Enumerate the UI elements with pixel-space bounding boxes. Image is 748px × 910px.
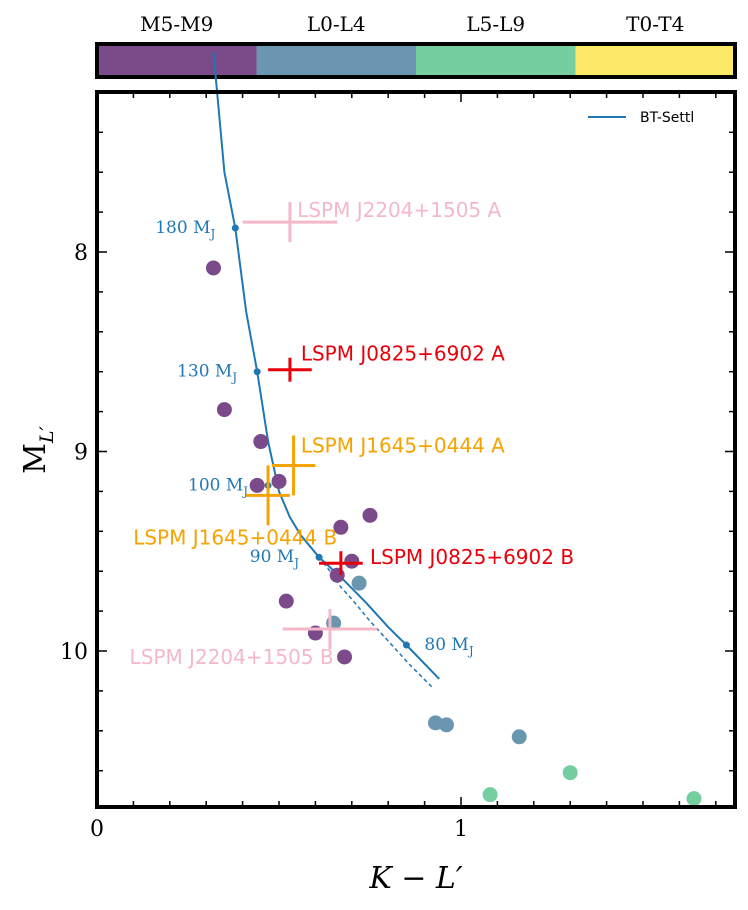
legend-label-bt-settl: BT-Settl — [640, 110, 694, 126]
field-object-m5-m9 — [205, 260, 221, 276]
field-object-m5-m9 — [271, 473, 287, 489]
x-tick-label: 0 — [90, 817, 104, 842]
target-label: LSPM J0825+6902 A — [301, 342, 505, 366]
legend: BT-Settl — [588, 110, 694, 126]
target-label: LSPM J1645+0444 A — [301, 434, 505, 458]
field-object-m5-m9 — [362, 507, 378, 523]
target-lspm-j0825-6902-b: LSPM J0825+6902 B — [319, 545, 574, 576]
field-object-m5-m9 — [329, 567, 345, 583]
target-lspm-j0825-6902-a: LSPM J0825+6902 A — [268, 342, 505, 382]
y-tick-label: 8 — [74, 241, 88, 266]
mass-marker — [253, 368, 261, 376]
mass-label-subscript: J — [209, 227, 216, 241]
mass-marker — [402, 641, 410, 649]
colorbar-label-l5-l9: L5-L9 — [466, 12, 525, 36]
targets-layer: LSPM J2204+1505 A LSPM J0825+6902 A LSPM J… — [130, 198, 574, 669]
colorbar-segment-l0-l4 — [256, 44, 416, 77]
target-label: LSPM J1645+0444 B — [133, 525, 337, 549]
mass-marker — [231, 224, 239, 232]
model-curve-solid — [212, 52, 440, 680]
x-axis-label: K − L′ — [368, 861, 463, 896]
field-object-l0-l4 — [351, 575, 367, 591]
field-object-m5-m9 — [333, 519, 349, 535]
y-tick-label: 10 — [60, 640, 88, 665]
field-object-m5-m9 — [249, 477, 265, 493]
target-lspm-j1645-0444-b: LSPM J1645+0444 B — [133, 465, 337, 549]
y-axis-label-main: M — [18, 443, 53, 474]
mass-label-subscript: J — [292, 556, 299, 570]
colorbar-segment-m5-m9 — [97, 44, 257, 77]
colorbar-border — [95, 42, 737, 79]
axis-labels: K − L′ ML′ — [18, 425, 463, 896]
x-tick-label: 1 — [454, 817, 468, 842]
mass-label: 130 MJ — [177, 362, 237, 385]
field-object-m5-m9 — [253, 434, 269, 450]
colorbar-segment-l5-l9 — [416, 44, 576, 77]
colorbar-label-m5-m9: M5-M9 — [140, 12, 213, 36]
field-object-m5-m9 — [278, 593, 294, 609]
mass-label-subscript: J — [467, 644, 474, 658]
model-curve-layer: 180 MJ 130 MJ 100 MJ 90 MJ 80 MJ — [155, 52, 474, 688]
plot-frame — [97, 92, 735, 807]
field-object-m5-m9 — [344, 553, 360, 569]
target-label: LSPM J2204+1505 A — [297, 198, 501, 222]
mass-label: 100 MJ — [188, 475, 248, 498]
field-object-l0-l4 — [438, 717, 454, 733]
mass-label: 180 MJ — [155, 218, 215, 241]
colorbar-label-t0-t4: T0-T4 — [626, 12, 684, 36]
colorbar-segment-t0-t4 — [575, 44, 735, 77]
field-object-l5-l9 — [686, 791, 702, 807]
mass-label-subscript: J — [241, 484, 248, 498]
field-object-l0-l4 — [511, 729, 527, 745]
y-axis-label: ML′ — [18, 425, 58, 473]
target-lspm-j2204-1505-b: LSPM J2204+1505 B — [130, 609, 378, 669]
target-label: LSPM J0825+6902 B — [370, 545, 574, 569]
target-lspm-j2204-1505-a: LSPM J2204+1505 A — [242, 198, 502, 243]
field-object-l5-l9 — [562, 765, 578, 781]
target-lspm-j1645-0444-a: LSPM J1645+0444 A — [271, 434, 505, 496]
mass-label: 90 MJ — [250, 547, 299, 570]
y-tick-label: 9 — [74, 441, 88, 466]
field-object-l5-l9 — [482, 787, 498, 803]
target-label: LSPM J2204+1505 B — [130, 645, 334, 669]
y-axis-label-sub: L′ — [36, 425, 58, 444]
plot-border — [95, 90, 737, 809]
field-object-m5-m9 — [216, 402, 232, 418]
field-object-m5-m9 — [337, 649, 353, 665]
mass-label-subscript: J — [230, 371, 237, 385]
colorbar-label-l0-l4: L0-L4 — [307, 12, 366, 36]
colorbar: M5-M9 L0-L4 L5-L9 T0-T4 — [95, 12, 737, 79]
plot-area: 0 1 8 9 10 180 MJ 130 MJ 100 MJ 90 MJ 80 MJ LSPM… — [60, 52, 737, 842]
mass-label: 80 MJ — [424, 635, 473, 658]
mass-marker — [315, 553, 323, 561]
